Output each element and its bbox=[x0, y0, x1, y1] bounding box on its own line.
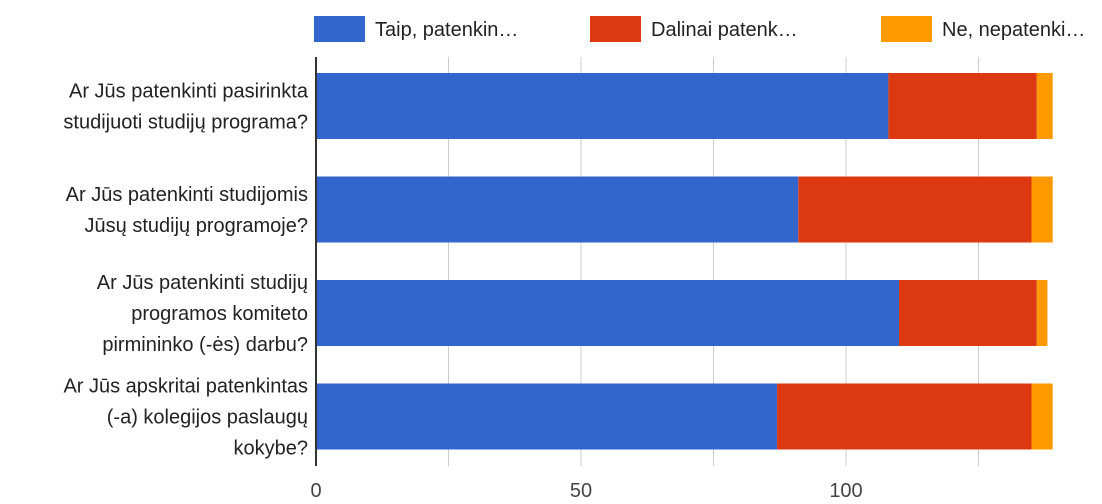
legend-swatch bbox=[590, 16, 641, 42]
bar-segment bbox=[888, 73, 1037, 139]
bar-segment bbox=[1031, 383, 1053, 450]
category-label: programos komiteto bbox=[131, 303, 308, 325]
category-label: studijuoti studijų programa? bbox=[63, 112, 308, 134]
bar-segment bbox=[777, 383, 1032, 450]
category-label: (-a) kolegijos paslaugų bbox=[107, 407, 308, 429]
category-label: kokybe? bbox=[234, 438, 309, 460]
legend-item[interactable]: Taip, patenkin… bbox=[314, 16, 518, 42]
legend-label: Ne, nepatenki… bbox=[942, 19, 1085, 41]
legend-label: Taip, patenkin… bbox=[375, 19, 518, 41]
bar-segment bbox=[1031, 176, 1053, 243]
x-tick-label: 50 bbox=[570, 480, 592, 502]
category-label: Ar Jūs patenkinti pasirinkta bbox=[69, 81, 309, 103]
x-tick-label: 100 bbox=[829, 480, 862, 502]
category-labels: Ar Jūs patenkinti pasirinkta studijuoti s… bbox=[63, 81, 308, 460]
legend-item[interactable]: Ne, nepatenki… bbox=[881, 16, 1085, 42]
category-label: Ar Jūs patenkinti studijų bbox=[97, 272, 308, 294]
legend: Taip, patenkin… Dalinai patenk… Ne, nepate… bbox=[314, 16, 1085, 42]
bar-segment bbox=[1036, 280, 1048, 346]
legend-item[interactable]: Dalinai patenk… bbox=[590, 16, 798, 42]
bar-segment bbox=[1036, 73, 1053, 139]
category-label: Jūsų studijų programoje? bbox=[85, 215, 308, 237]
bar-segment bbox=[798, 176, 1032, 243]
bar-segment bbox=[316, 383, 778, 450]
bar-segment bbox=[316, 280, 899, 346]
bars bbox=[316, 73, 1053, 450]
category-label: pirmininko (-ės) darbu? bbox=[102, 334, 308, 356]
x-tick-labels: 0 50 100 bbox=[310, 480, 862, 502]
legend-swatch bbox=[314, 16, 365, 42]
legend-label: Dalinai patenk… bbox=[651, 19, 798, 41]
bar-segment bbox=[316, 73, 889, 139]
category-label: Ar Jūs apskritai patenkintas bbox=[63, 376, 308, 398]
x-tick-label: 0 bbox=[310, 480, 321, 502]
bar-segment bbox=[316, 176, 799, 243]
legend-swatch bbox=[881, 16, 932, 42]
bar-segment bbox=[899, 280, 1037, 346]
category-label: Ar Jūs patenkinti studijomis bbox=[66, 184, 308, 206]
